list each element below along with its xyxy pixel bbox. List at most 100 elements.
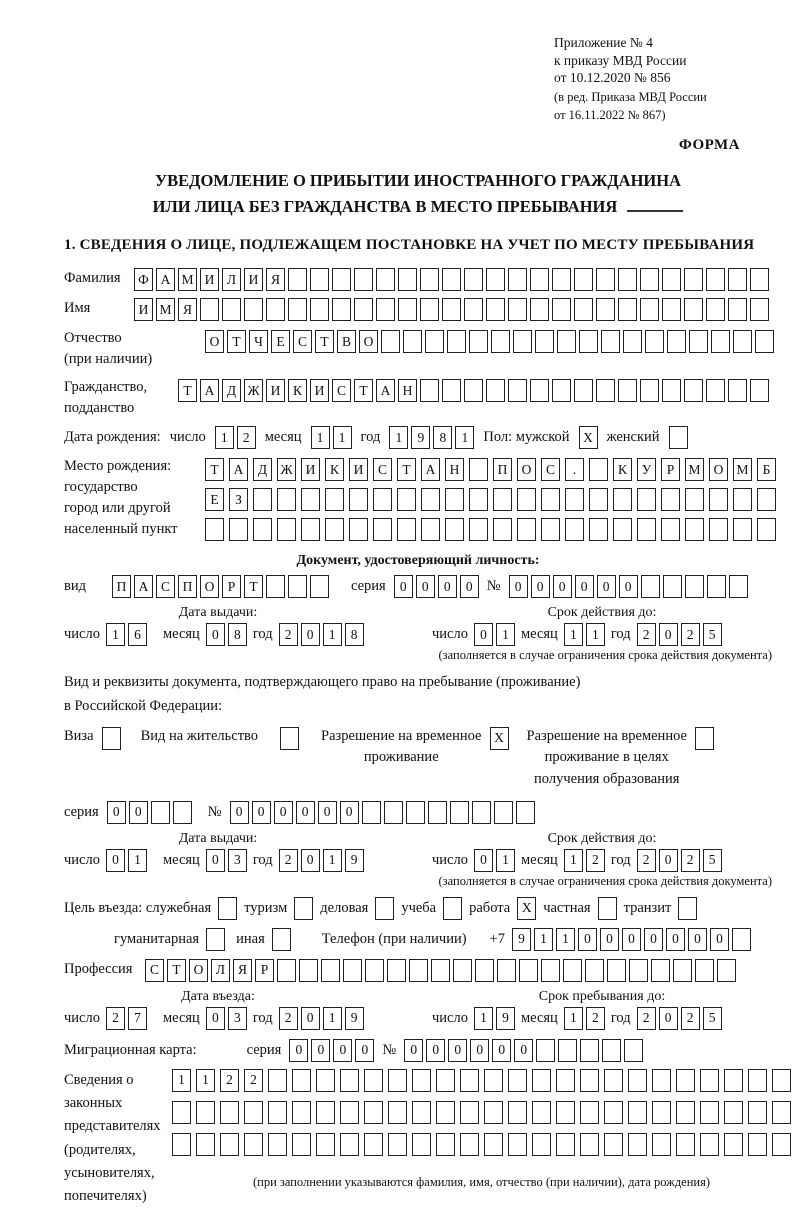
char-box[interactable]: 1 (533, 927, 553, 951)
char-box[interactable] (706, 575, 726, 599)
char-box[interactable] (354, 268, 373, 292)
char-box[interactable] (508, 298, 527, 322)
char-box[interactable]: 0 (355, 1038, 375, 1062)
char-box[interactable]: 2 (278, 1006, 298, 1030)
char-box[interactable] (706, 298, 725, 322)
char-box[interactable] (471, 800, 491, 824)
char-box[interactable] (552, 298, 571, 322)
char-box[interactable]: 6 (127, 623, 147, 647)
char-box[interactable] (662, 379, 681, 403)
char-box[interactable]: 1 (322, 1006, 342, 1030)
char-box[interactable] (484, 1100, 503, 1124)
char-box[interactable] (484, 1132, 503, 1156)
char-box[interactable] (651, 958, 670, 982)
rvp-edu-checkbox[interactable] (694, 726, 714, 750)
char-box[interactable] (310, 298, 329, 322)
char-box[interactable]: 1 (389, 426, 409, 450)
male-checkbox[interactable]: X (578, 426, 598, 450)
char-box[interactable] (265, 575, 285, 599)
char-box[interactable] (700, 1100, 719, 1124)
char-box[interactable] (301, 488, 320, 512)
char-box[interactable]: П (111, 575, 131, 599)
char-box[interactable] (596, 298, 615, 322)
char-box[interactable] (464, 379, 483, 403)
char-box[interactable] (678, 896, 698, 920)
char-box[interactable]: X (489, 726, 509, 750)
char-box[interactable] (409, 958, 428, 982)
char-box[interactable]: П (493, 458, 512, 482)
char-box[interactable]: 0 (470, 1038, 490, 1062)
char-box[interactable] (541, 488, 560, 512)
char-box[interactable] (340, 1100, 359, 1124)
char-box[interactable]: Я (233, 958, 252, 982)
char-box[interactable]: 0 (643, 927, 663, 951)
char-box[interactable] (556, 1132, 575, 1156)
char-box[interactable] (196, 1100, 215, 1124)
char-box[interactable]: 2 (585, 848, 605, 872)
char-box[interactable]: 1 (495, 623, 515, 647)
char-box[interactable] (486, 268, 505, 292)
char-box[interactable] (340, 1132, 359, 1156)
char-box[interactable] (253, 488, 272, 512)
char-box[interactable] (728, 379, 747, 403)
char-box[interactable]: К (613, 458, 632, 482)
char-box[interactable] (388, 1100, 407, 1124)
char-box[interactable] (469, 458, 488, 482)
char-box[interactable] (493, 518, 512, 542)
char-box[interactable] (667, 330, 686, 354)
char-box[interactable] (585, 958, 604, 982)
char-box[interactable]: Ж (244, 379, 263, 403)
char-box[interactable]: 0 (577, 927, 597, 951)
char-box[interactable] (277, 518, 296, 542)
char-box[interactable]: 0 (437, 575, 457, 599)
representatives-line3[interactable] (172, 1132, 791, 1156)
char-box[interactable] (508, 1068, 527, 1092)
char-box[interactable] (244, 1100, 263, 1124)
char-box[interactable] (421, 488, 440, 512)
char-box[interactable] (541, 518, 560, 542)
char-box[interactable]: С (541, 458, 560, 482)
char-box[interactable] (695, 958, 714, 982)
char-box[interactable] (373, 518, 392, 542)
char-box[interactable] (733, 330, 752, 354)
char-box[interactable] (676, 1068, 695, 1092)
char-box[interactable] (443, 896, 463, 920)
char-box[interactable] (486, 379, 505, 403)
char-box[interactable] (220, 1100, 239, 1124)
char-box[interactable]: 0 (530, 575, 550, 599)
char-box[interactable] (601, 330, 620, 354)
char-box[interactable] (101, 726, 121, 750)
char-box[interactable]: 1 (172, 1068, 191, 1092)
char-box[interactable] (364, 1132, 383, 1156)
char-box[interactable] (229, 518, 248, 542)
char-box[interactable]: 9 (344, 848, 364, 872)
char-box[interactable] (728, 268, 747, 292)
char-box[interactable] (556, 1068, 575, 1092)
char-box[interactable]: 9 (344, 1006, 364, 1030)
char-box[interactable] (565, 518, 584, 542)
char-box[interactable]: 0 (492, 1038, 512, 1062)
char-box[interactable]: С (293, 330, 312, 354)
char-box[interactable] (277, 488, 296, 512)
char-box[interactable]: 0 (514, 1038, 534, 1062)
char-box[interactable] (292, 1100, 311, 1124)
char-box[interactable]: 5 (702, 1006, 722, 1030)
char-box[interactable] (218, 896, 238, 920)
char-box[interactable] (364, 1100, 383, 1124)
char-box[interactable] (172, 1132, 191, 1156)
char-box[interactable] (442, 298, 461, 322)
char-box[interactable]: 0 (295, 800, 315, 824)
char-box[interactable]: 0 (128, 800, 148, 824)
char-box[interactable]: 0 (426, 1038, 446, 1062)
char-box[interactable] (637, 518, 656, 542)
char-box[interactable]: З (229, 488, 248, 512)
char-box[interactable] (196, 1132, 215, 1156)
char-box[interactable]: Р (255, 958, 274, 982)
